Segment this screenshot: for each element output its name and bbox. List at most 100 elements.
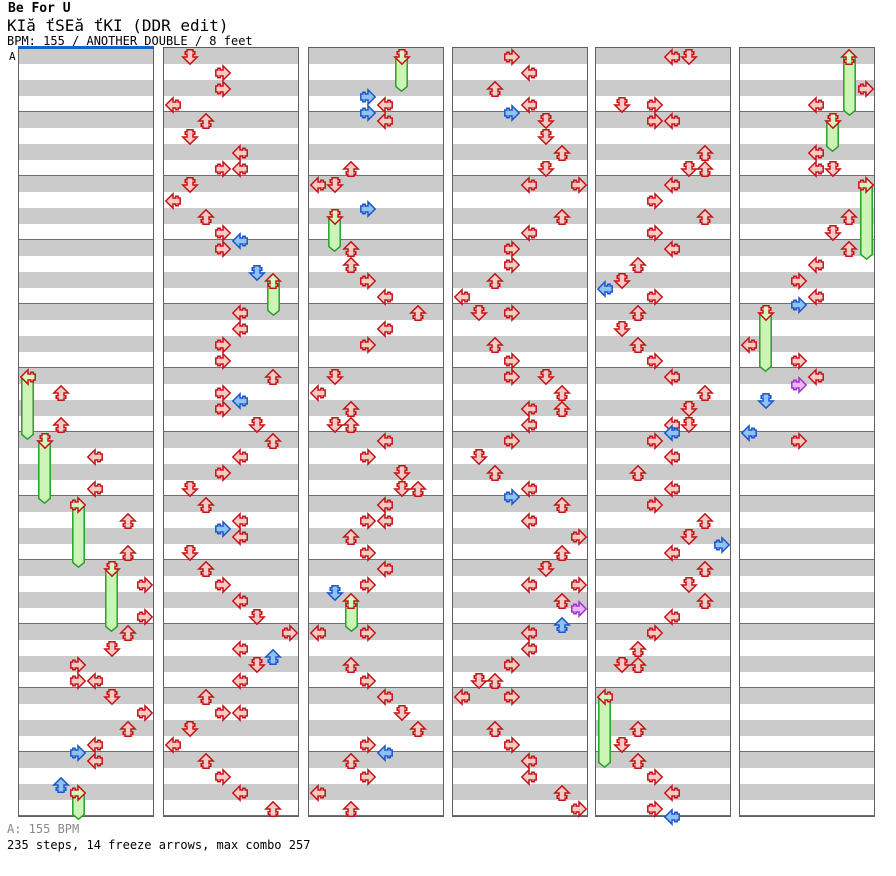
4th-note-arrow-up-icon [486, 336, 505, 353]
4th-note-arrow-up-icon [486, 720, 505, 737]
4th-note-arrow-down-icon [102, 641, 121, 658]
4th-note-arrow-right-icon [215, 767, 232, 787]
4th-note-arrow-right-icon [647, 111, 664, 131]
4th-note-arrow-right-icon [647, 351, 664, 371]
4th-note-arrow-left-icon [231, 511, 248, 531]
4th-note-arrow-left-icon [231, 303, 248, 323]
4th-note-arrow-down-icon [392, 705, 411, 722]
8th-note-arrow-left-icon [663, 807, 680, 827]
8th-note-arrow-right-icon [360, 199, 377, 219]
footer-step-stats: 235 steps, 14 freeze arrows, max combo 2… [7, 838, 311, 852]
16th-note-arrow-right-icon [571, 599, 588, 619]
4th-note-arrow-left-icon [164, 95, 181, 115]
4th-note-arrow-right-icon [360, 623, 377, 643]
freeze-arrow-body [598, 696, 612, 769]
4th-note-arrow-left-icon [164, 191, 181, 211]
4th-note-arrow-up-icon [553, 400, 572, 417]
4th-note-arrow-down-icon [469, 449, 488, 466]
freeze-head-arrow-down-icon [325, 209, 344, 226]
4th-note-arrow-left-icon [520, 479, 537, 499]
8th-note-arrow-right-icon [70, 743, 87, 763]
4th-note-arrow-right-icon [647, 767, 664, 787]
4th-note-arrow-right-icon [504, 655, 521, 675]
4th-note-arrow-left-icon [376, 511, 393, 531]
freeze-head-arrow-down-icon [392, 49, 411, 66]
4th-note-arrow-left-icon [376, 111, 393, 131]
4th-note-arrow-left-icon [231, 159, 248, 179]
4th-note-arrow-left-icon [231, 671, 248, 691]
8th-note-arrow-left-icon [231, 231, 248, 251]
4th-note-arrow-left-icon [663, 111, 680, 131]
4th-note-arrow-down-icon [612, 273, 631, 290]
4th-note-arrow-right-icon [504, 367, 521, 387]
4th-note-arrow-left-icon [807, 143, 824, 163]
4th-note-arrow-up-icon [197, 112, 216, 129]
4th-note-arrow-up-icon [553, 784, 572, 801]
8th-note-arrow-down-icon [247, 265, 266, 282]
4th-note-arrow-down-icon [102, 689, 121, 706]
4th-note-arrow-left-icon [376, 287, 393, 307]
4th-note-arrow-left-icon [86, 671, 103, 691]
4th-note-arrow-up-icon [629, 656, 648, 673]
4th-note-arrow-left-icon [86, 751, 103, 771]
4th-note-arrow-up-icon [696, 144, 715, 161]
8th-note-arrow-right-icon [504, 487, 521, 507]
4th-note-arrow-right-icon [504, 431, 521, 451]
4th-note-arrow-up-icon [553, 144, 572, 161]
4th-note-arrow-left-icon [231, 639, 248, 659]
4th-note-arrow-up-icon [629, 304, 648, 321]
4th-note-arrow-left-icon [86, 735, 103, 755]
4th-note-arrow-left-icon [309, 175, 326, 195]
4th-note-arrow-right-icon [504, 351, 521, 371]
8th-note-arrow-right-icon [360, 87, 377, 107]
4th-note-arrow-up-icon [696, 160, 715, 177]
4th-note-arrow-right-icon [360, 447, 377, 467]
8th-note-arrow-up-icon [52, 776, 71, 793]
4th-note-arrow-left-icon [520, 751, 537, 771]
4th-note-arrow-left-icon [520, 767, 537, 787]
4th-note-arrow-up-icon [119, 720, 138, 737]
4th-note-arrow-up-icon [696, 384, 715, 401]
4th-note-arrow-right-icon [360, 575, 377, 595]
8th-note-arrow-right-icon [215, 519, 232, 539]
4th-note-arrow-right-icon [215, 703, 232, 723]
4th-note-arrow-left-icon [663, 447, 680, 467]
4th-note-arrow-up-icon [197, 560, 216, 577]
4th-note-arrow-up-icon [553, 544, 572, 561]
freeze-head-arrow-down-icon [102, 561, 121, 578]
4th-note-arrow-left-icon [520, 511, 537, 531]
4th-note-arrow-up-icon [840, 240, 859, 257]
4th-note-arrow-up-icon [629, 752, 648, 769]
8th-note-arrow-right-icon [791, 295, 808, 315]
4th-note-arrow-right-icon [647, 287, 664, 307]
8th-note-arrow-down-icon [756, 393, 775, 410]
4th-note-arrow-left-icon [663, 239, 680, 259]
8th-note-arrow-up-icon [264, 648, 283, 665]
8th-note-arrow-left-icon [596, 279, 613, 299]
4th-note-arrow-right-icon [360, 335, 377, 355]
4th-note-arrow-down-icon [823, 161, 842, 178]
4th-note-arrow-left-icon [520, 415, 537, 435]
4th-note-arrow-left-icon [376, 95, 393, 115]
4th-note-arrow-down-icon [823, 225, 842, 242]
4th-note-arrow-up-icon [696, 208, 715, 225]
chart-column-1 [18, 47, 154, 817]
freeze-head-arrow-down-icon [35, 433, 54, 450]
4th-note-arrow-left-icon [663, 607, 680, 627]
4th-note-arrow-left-icon [164, 735, 181, 755]
4th-note-arrow-right-icon [647, 623, 664, 643]
4th-note-arrow-up-icon [409, 720, 428, 737]
song-title: Be For U [8, 1, 71, 16]
4th-note-arrow-left-icon [663, 783, 680, 803]
4th-note-arrow-right-icon [215, 239, 232, 259]
freeze-arrow-body [71, 504, 85, 569]
4th-note-arrow-up-icon [486, 672, 505, 689]
4th-note-arrow-down-icon [469, 305, 488, 322]
8th-note-arrow-left-icon [231, 391, 248, 411]
4th-note-arrow-left-icon [376, 559, 393, 579]
4th-note-arrow-right-icon [360, 511, 377, 531]
4th-note-arrow-up-icon [629, 464, 648, 481]
4th-note-arrow-up-icon [409, 480, 428, 497]
4th-note-arrow-left-icon [740, 335, 757, 355]
4th-note-arrow-left-icon [231, 703, 248, 723]
